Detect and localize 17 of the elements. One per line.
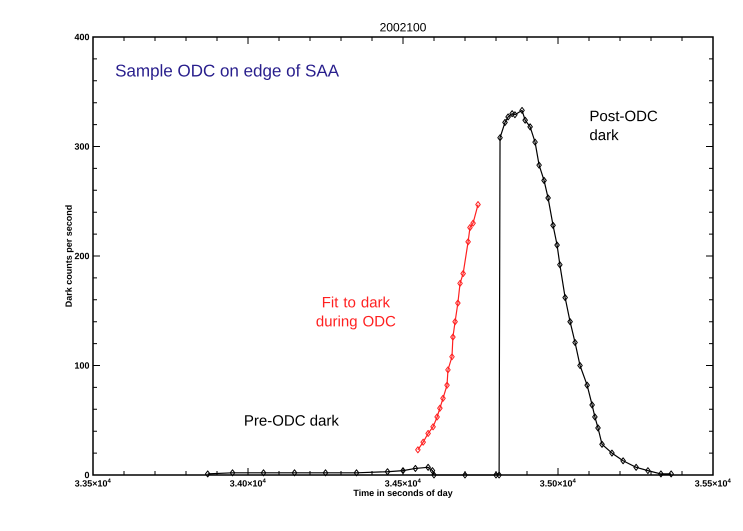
- y-tick-label: 0: [84, 472, 90, 478]
- x-tick-label: 3.50×10$^{4}$: [540, 478, 576, 487]
- y-axis-title: Dark counts per second: [65, 205, 74, 307]
- y-tick-label: 300: [74, 143, 90, 150]
- y-tick-label: 400: [74, 34, 90, 40]
- chart-title: 2002100: [380, 22, 426, 32]
- annotation: Pre-ODC dark: [245, 414, 339, 426]
- x-tick-label: 3.40×10$^{4}$: [230, 478, 266, 487]
- annotation: Sample ODC on edge of SAA: [116, 64, 340, 80]
- y-tick-label: 100: [75, 362, 90, 369]
- x-tick-label: 3.55×10$^{4}$: [694, 478, 731, 487]
- annotation: Post-ODC dark: [590, 110, 658, 140]
- x-tick-label: 3.45×10$^{4}$: [384, 478, 421, 487]
- x-tick-label: 3.35×10$^{4}$: [74, 478, 111, 487]
- x-axis-title: Time in seconds of day: [353, 489, 453, 498]
- text: Fit to dark during ODC: [316, 296, 396, 330]
- y-tick-label: 200: [74, 252, 90, 260]
